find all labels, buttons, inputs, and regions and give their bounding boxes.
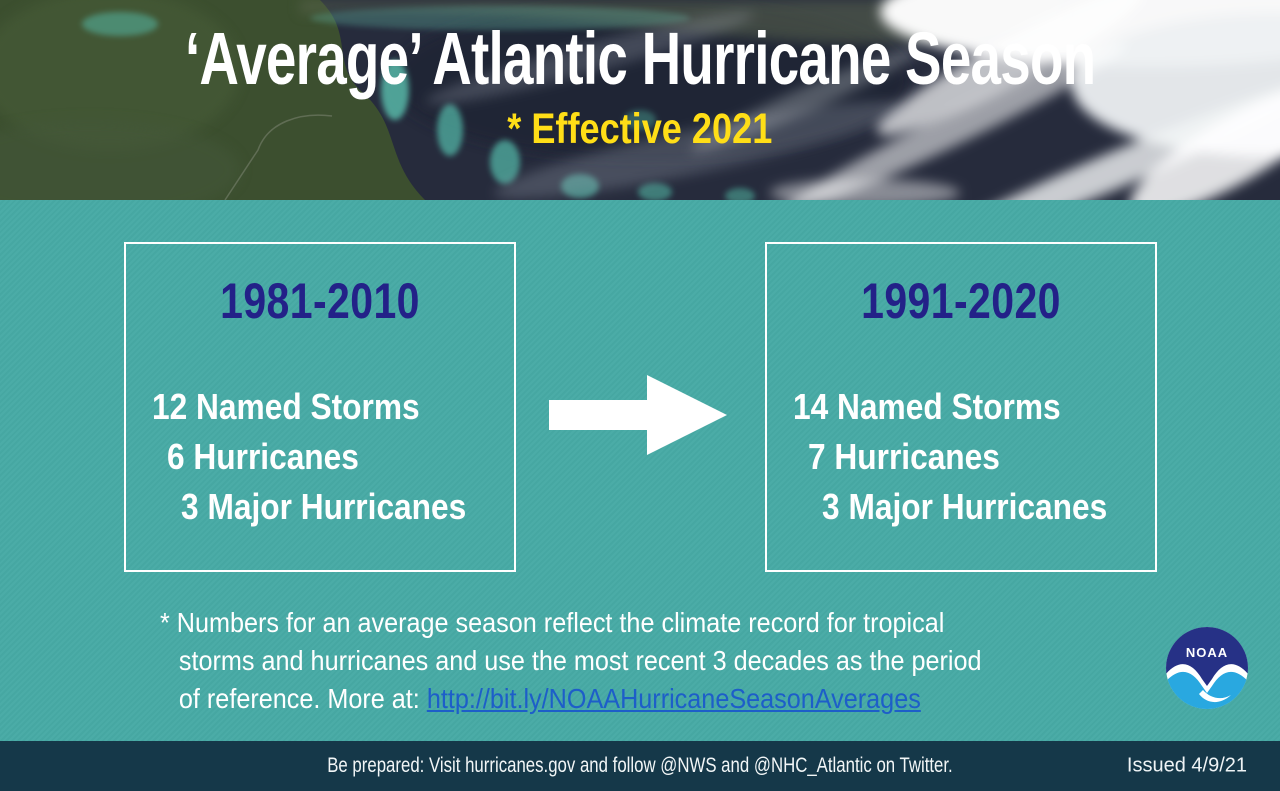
effective-subtitle: * Effective 2021 xyxy=(507,104,773,153)
page-title: ‘Average’ Atlantic Hurricane Season xyxy=(184,17,1096,100)
stats-list-right: 14 Named Storms 7 Hurricanes 3 Major Hur… xyxy=(793,382,1155,532)
issued-date: Issued 4/9/21 xyxy=(1126,754,1247,777)
footnote-line-3: of reference. More at: http://bit.ly/NOA… xyxy=(160,680,982,718)
stat-named-storms-left: 12 Named Storms xyxy=(152,386,420,427)
noaa-logo-text: NOAA xyxy=(1186,645,1228,660)
period-heading-left: 1981-2010 xyxy=(220,273,420,329)
stats-list-left: 12 Named Storms 6 Hurricanes 3 Major Hur… xyxy=(152,382,514,532)
footnote-line-3-prefix: of reference. More at: xyxy=(178,683,427,714)
stat-box-1981-2010: 1981-2010 12 Named Storms 6 Hurricanes 3… xyxy=(124,242,516,572)
footnote-link[interactable]: http://bit.ly/NOAAHurricaneSeasonAverage… xyxy=(426,683,921,714)
period-heading-right: 1991-2020 xyxy=(861,273,1061,329)
stat-major-hurricanes-right: 3 Major Hurricanes xyxy=(822,486,1108,527)
footnote: * Numbers for an average season reflect … xyxy=(160,604,982,718)
footnote-line-1: * Numbers for an average season reflect … xyxy=(160,607,945,638)
stat-major-hurricanes-left: 3 Major Hurricanes xyxy=(181,486,467,527)
right-arrow-icon xyxy=(549,375,727,455)
stat-box-1991-2020: 1991-2020 14 Named Storms 7 Hurricanes 3… xyxy=(765,242,1157,572)
footer-message: Be prepared: Visit hurricanes.gov and fo… xyxy=(327,754,953,777)
footnote-line-2: storms and hurricanes and use the most r… xyxy=(178,645,982,676)
hero-section: ‘Average’ Atlantic Hurricane Season * Ef… xyxy=(0,0,1280,200)
comparison-section: 1981-2010 12 Named Storms 6 Hurricanes 3… xyxy=(0,200,1280,741)
footer-bar: Be prepared: Visit hurricanes.gov and fo… xyxy=(0,741,1280,791)
satellite-background-image xyxy=(0,0,1280,200)
stat-named-storms-right: 14 Named Storms xyxy=(793,386,1061,427)
hero-text-group: ‘Average’ Atlantic Hurricane Season * Ef… xyxy=(0,0,1280,200)
noaa-logo: NOAA xyxy=(1166,627,1248,709)
stat-hurricanes-right: 7 Hurricanes xyxy=(807,436,1000,477)
stat-hurricanes-left: 6 Hurricanes xyxy=(166,436,359,477)
